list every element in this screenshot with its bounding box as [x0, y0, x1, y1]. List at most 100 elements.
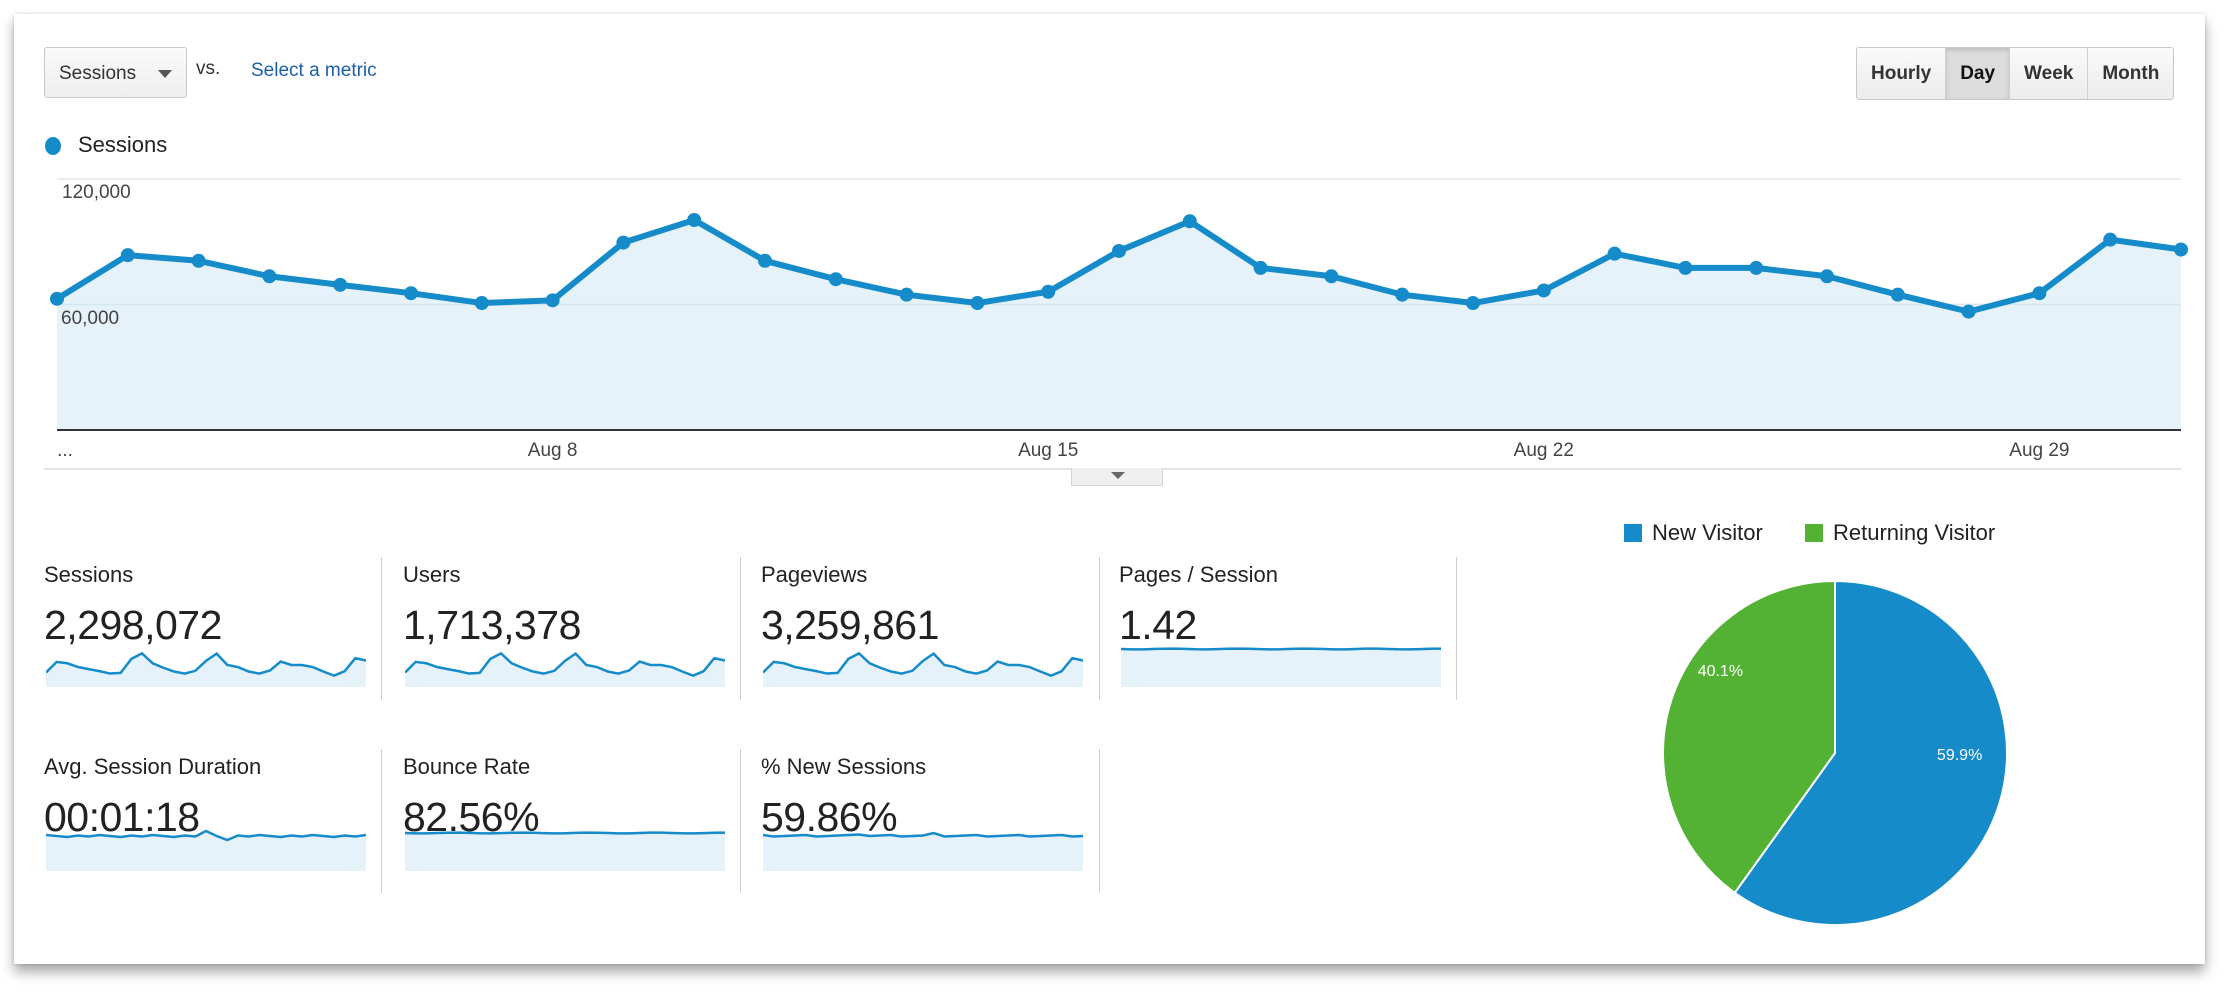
pie-slice-returning-visitor[interactable]: [1662, 579, 1836, 895]
scorecard-separator: [1099, 749, 1100, 893]
y-tick-label: 120,000: [62, 182, 131, 203]
sparkline-line: [46, 651, 366, 677]
data-point-aug-9[interactable]: [616, 235, 631, 250]
data-point-aug-2[interactable]: [120, 248, 135, 263]
month-button[interactable]: Month: [2087, 48, 2174, 99]
sparkline-line: [1121, 647, 1441, 651]
select-metric-link[interactable]: Select a metric: [251, 60, 377, 81]
data-point-aug-13[interactable]: [899, 287, 914, 302]
scorecard-label: Pageviews: [761, 562, 868, 587]
scorecard-value: 2,298,072: [44, 602, 222, 648]
metric-select-value: Sessions: [59, 63, 137, 84]
sparkline-area: [763, 833, 1083, 871]
data-point-aug-26[interactable]: [1820, 269, 1834, 284]
scorecard-separator: [381, 749, 382, 893]
data-point-aug-1[interactable]: [50, 291, 64, 306]
scorecard-value: 3,259,861: [761, 602, 939, 648]
granularity-toggle: Hourly Day Week Month: [1856, 47, 2175, 100]
sessions-legend-dot-icon: [45, 137, 61, 155]
sessions-line-chart: [50, 178, 2188, 431]
day-button[interactable]: Day: [1945, 48, 2010, 99]
visitor-type-pie-chart: 59.9% 40.1%: [1662, 579, 2008, 926]
data-point-aug-11[interactable]: [758, 253, 772, 268]
data-point-aug-17[interactable]: [1182, 214, 1197, 229]
scorecard-sessions[interactable]: Sessions 2,298,072: [44, 562, 384, 687]
caret-down-icon: [1111, 472, 1125, 479]
sparkline-area: [763, 653, 1083, 687]
chevron-down-icon: [158, 70, 172, 78]
scorecard-sparkline: [763, 831, 1083, 871]
data-point-aug-10[interactable]: [687, 212, 702, 227]
scorecard-label: Sessions: [44, 562, 134, 587]
scorecard-separator: [381, 557, 382, 700]
pie-legend-returning-visitor: Returning Visitor: [1833, 520, 1996, 545]
returning-visitor-swatch-icon: [1805, 524, 1823, 542]
scorecard-sparkline: [1121, 647, 1441, 687]
scorecard-value: 00:01:18: [44, 794, 200, 840]
data-point-aug-12[interactable]: [828, 272, 843, 287]
data-point-aug-14[interactable]: [970, 296, 985, 311]
x-tick-label: Aug 8: [527, 440, 578, 461]
data-point-aug-27[interactable]: [1890, 287, 1905, 302]
sparkline-area: [405, 832, 725, 871]
x-tick-label: Aug 29: [2009, 440, 2070, 461]
scorecard-pageviews[interactable]: Pageviews 3,259,861: [761, 562, 1101, 687]
scorecard-label: Pages / Session: [1119, 562, 1278, 587]
pie-slice-label: 59.9%: [1937, 747, 1982, 764]
data-point-aug-30[interactable]: [2103, 232, 2118, 247]
y-tick-label: 60,000: [61, 308, 120, 329]
scorecard-label: Bounce Rate: [403, 754, 531, 779]
data-point-aug-29[interactable]: [2032, 286, 2047, 301]
collapse-chart-toggle[interactable]: [1071, 468, 1163, 486]
data-point-aug-21[interactable]: [1466, 296, 1480, 311]
data-point-aug-16[interactable]: [1112, 243, 1126, 258]
pie-slice-label: 40.1%: [1698, 663, 1743, 680]
hourly-button[interactable]: Hourly: [1857, 48, 1946, 99]
data-point-aug-4[interactable]: [262, 269, 277, 284]
x-tick-label: Aug 22: [1513, 440, 1574, 461]
sparkline-line: [405, 651, 725, 677]
week-button[interactable]: Week: [2009, 48, 2088, 99]
data-point-aug-31[interactable]: [2174, 242, 2188, 257]
metric-select[interactable]: Sessions: [44, 47, 187, 98]
sparkline-line: [46, 829, 366, 842]
data-point-aug-19[interactable]: [1324, 269, 1339, 284]
scorecard-separator: [1099, 557, 1100, 700]
scorecard-sparkline: [405, 831, 725, 871]
scorecard-label: Avg. Session Duration: [44, 754, 262, 779]
scorecard-separator: [740, 749, 741, 893]
vs-label: vs.: [196, 58, 221, 79]
scorecard-new-sessions[interactable]: % New Sessions 59.86%: [761, 754, 1101, 871]
scorecard-avg-session-duration[interactable]: Avg. Session Duration 00:01:18: [44, 754, 384, 871]
scorecard-label: Users: [403, 562, 461, 587]
scorecard-sparkline: [46, 651, 366, 687]
data-point-aug-18[interactable]: [1253, 260, 1268, 275]
data-point-aug-25[interactable]: [1749, 260, 1764, 275]
scorecard-separator: [740, 557, 741, 700]
data-point-aug-23[interactable]: [1607, 246, 1622, 261]
sparkline-area: [46, 831, 366, 871]
data-point-aug-8[interactable]: [545, 293, 560, 308]
data-point-aug-15[interactable]: [1041, 284, 1056, 299]
sparkline-area: [1121, 648, 1441, 687]
data-point-aug-5[interactable]: [333, 277, 348, 292]
data-point-aug-6[interactable]: [404, 286, 418, 301]
sparkline-line: [763, 651, 1083, 677]
scorecard-users[interactable]: Users 1,713,378: [403, 562, 743, 687]
scorecard-sparkline: [763, 651, 1083, 687]
data-point-aug-7[interactable]: [474, 296, 489, 311]
scorecard-pages-session[interactable]: Pages / Session 1.42: [1119, 562, 1459, 687]
data-point-aug-20[interactable]: [1395, 287, 1410, 302]
data-point-aug-22[interactable]: [1536, 283, 1551, 298]
x-tick-label: ...: [57, 440, 73, 461]
sparkline-line: [405, 831, 725, 835]
x-tick-label: Aug 15: [1018, 440, 1079, 461]
pie-slice-new-visitor[interactable]: [1733, 579, 2008, 926]
data-point-aug-28[interactable]: [1961, 304, 1976, 319]
chart-legend-label: Sessions: [78, 132, 168, 157]
sparkline-area: [46, 653, 366, 687]
pie-legend-new-visitor: New Visitor: [1652, 520, 1763, 545]
scorecard-bounce-rate[interactable]: Bounce Rate 82.56%: [403, 754, 743, 871]
data-point-aug-3[interactable]: [191, 253, 206, 268]
data-point-aug-24[interactable]: [1678, 260, 1693, 275]
